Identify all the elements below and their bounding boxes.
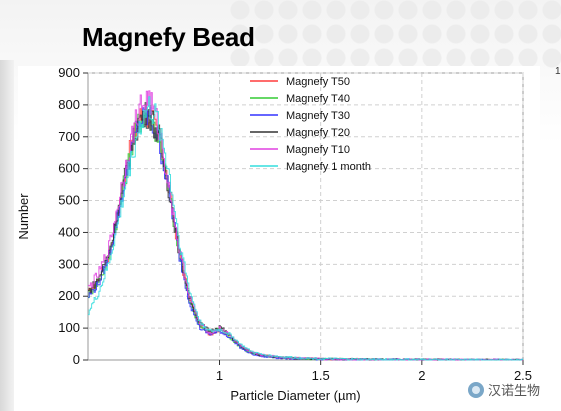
y-axis-label: Number (18, 193, 31, 240)
y-tick-label-8: 800 (58, 97, 80, 112)
slide-title: Magnefy Bead (82, 22, 255, 52)
page-number: 1 (555, 66, 561, 77)
legend-label-0: Magnefy T50 (286, 76, 350, 88)
legend-label-4: Magnefy T10 (286, 144, 350, 156)
y-tick-label-2: 200 (58, 288, 80, 303)
y-tick-label-1: 100 (58, 320, 80, 335)
decorative-dot-pattern (230, 0, 561, 70)
y-tick-label-4: 400 (58, 224, 80, 239)
x-axis-label: Particle Diameter (µm) (230, 388, 360, 403)
legend-label-5: Magnefy 1 month (286, 161, 371, 173)
legend-label-1: Magnefy T40 (286, 93, 350, 105)
legend-label-3: Magnefy T20 (286, 127, 350, 139)
x-tick-label-0: 1 (216, 368, 223, 383)
y-tick-label-5: 500 (58, 193, 80, 208)
chart-panel: 0 100 200 300 400 500 600 700 800 900 1 1.5 2 2.5 Part… (18, 66, 540, 411)
legend-label-2: Magnefy T30 (286, 110, 350, 122)
watermark-text: 汉诺生物 (488, 383, 541, 398)
watermark: 汉诺生物 (468, 380, 540, 399)
decorative-left-band (0, 60, 14, 411)
plot-area (87, 72, 524, 361)
y-tick-label-7: 700 (58, 129, 80, 144)
x-tick-label-1: 1.5 (312, 368, 330, 383)
y-tick-label-0: 0 (73, 352, 80, 367)
particle-size-chart: 0 100 200 300 400 500 600 700 800 900 1 1.5 2 2.5 Part… (18, 66, 532, 403)
x-tick-label-3: 2.5 (514, 368, 532, 383)
series-line-5 (88, 96, 524, 361)
y-tick-label-6: 600 (58, 161, 80, 176)
y-tick-label-9: 900 (58, 66, 80, 80)
wechat-logo-icon (468, 381, 484, 398)
y-tick-label-3: 300 (58, 256, 80, 271)
x-tick-label-2: 2 (418, 368, 425, 383)
